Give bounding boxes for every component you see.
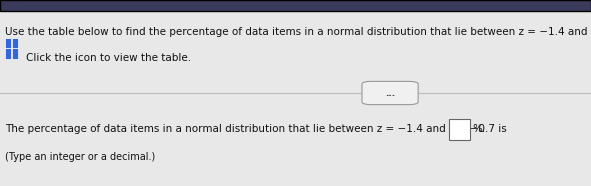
Text: Use the table below to find the percentage of data items in a normal distributio: Use the table below to find the percenta…: [5, 27, 591, 37]
FancyBboxPatch shape: [12, 48, 18, 59]
FancyBboxPatch shape: [12, 38, 18, 48]
Text: %.: %.: [473, 124, 486, 134]
Text: ...: ...: [385, 89, 395, 97]
Text: Click the icon to view the table.: Click the icon to view the table.: [26, 53, 191, 63]
Text: (Type an integer or a decimal.): (Type an integer or a decimal.): [5, 152, 155, 162]
Text: The percentage of data items in a normal distribution that lie between z = −1.4 : The percentage of data items in a normal…: [5, 124, 506, 134]
FancyBboxPatch shape: [5, 38, 11, 48]
FancyBboxPatch shape: [449, 119, 470, 140]
FancyBboxPatch shape: [5, 48, 11, 59]
FancyBboxPatch shape: [362, 81, 418, 105]
FancyBboxPatch shape: [0, 0, 591, 11]
